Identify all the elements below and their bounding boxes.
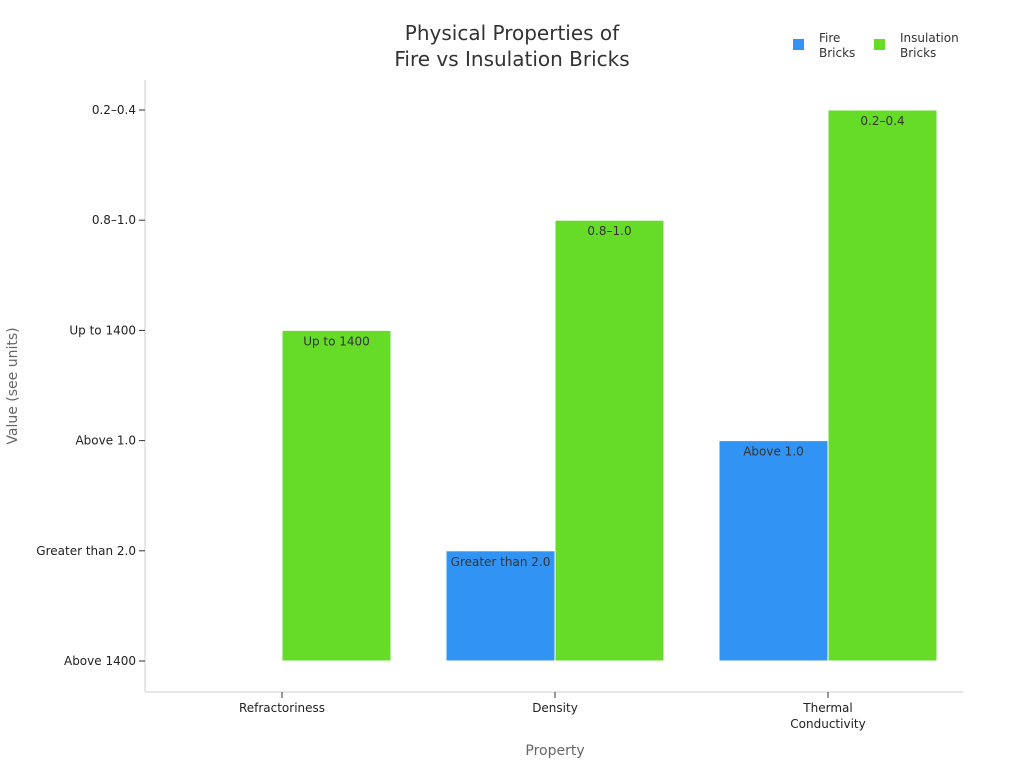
chart-title-line: Fire vs Insulation Bricks bbox=[394, 47, 629, 71]
x-tick-label: Thermal bbox=[802, 701, 852, 715]
y-tick-label: Above 1.0 bbox=[75, 434, 136, 448]
y-tick-label: 0.2–0.4 bbox=[92, 103, 136, 117]
bars bbox=[281, 109, 938, 662]
y-tick-label: 0.8–1.0 bbox=[92, 213, 136, 227]
bar bbox=[445, 550, 556, 662]
x-tick-label: Conductivity bbox=[790, 717, 865, 731]
bar-value-label: 0.8–1.0 bbox=[587, 224, 631, 238]
x-axis-ticks: Refractoriness Density Thermal Conductivity bbox=[239, 692, 866, 731]
legend-swatch bbox=[793, 39, 804, 50]
bar-value-label: Up to 1400 bbox=[303, 334, 370, 348]
legend-label: Insulation bbox=[900, 31, 959, 45]
data-labels: Greater than 2.0 Above 1.0 Up to 1400 0.8–1… bbox=[303, 114, 904, 569]
y-axis-title: Value (see units) bbox=[5, 327, 21, 444]
chart-title-line: Physical Properties of bbox=[405, 21, 620, 45]
x-tick-label: Refractoriness bbox=[239, 701, 325, 715]
bar-value-label: Above 1.0 bbox=[743, 445, 804, 459]
bar bbox=[281, 329, 392, 662]
bar-value-label: Greater than 2.0 bbox=[451, 555, 551, 569]
y-tick-label: Up to 1400 bbox=[69, 323, 136, 337]
y-axis-ticks: Above 1400 Greater than 2.0 Above 1.0 Up to… bbox=[36, 103, 145, 668]
x-tick-label: Density bbox=[532, 701, 578, 715]
bar-value-label: 0.2–0.4 bbox=[860, 114, 904, 128]
bar bbox=[827, 109, 938, 662]
legend-label: Bricks bbox=[900, 46, 936, 60]
y-tick-label: Above 1400 bbox=[64, 654, 136, 668]
legend-label: Fire bbox=[819, 31, 840, 45]
bar bbox=[554, 219, 665, 662]
legend-label: Bricks bbox=[819, 46, 855, 60]
y-tick-label: Greater than 2.0 bbox=[36, 544, 136, 558]
bar bbox=[718, 440, 829, 662]
legend-swatch bbox=[874, 39, 885, 50]
x-axis-title: Property bbox=[525, 743, 584, 759]
